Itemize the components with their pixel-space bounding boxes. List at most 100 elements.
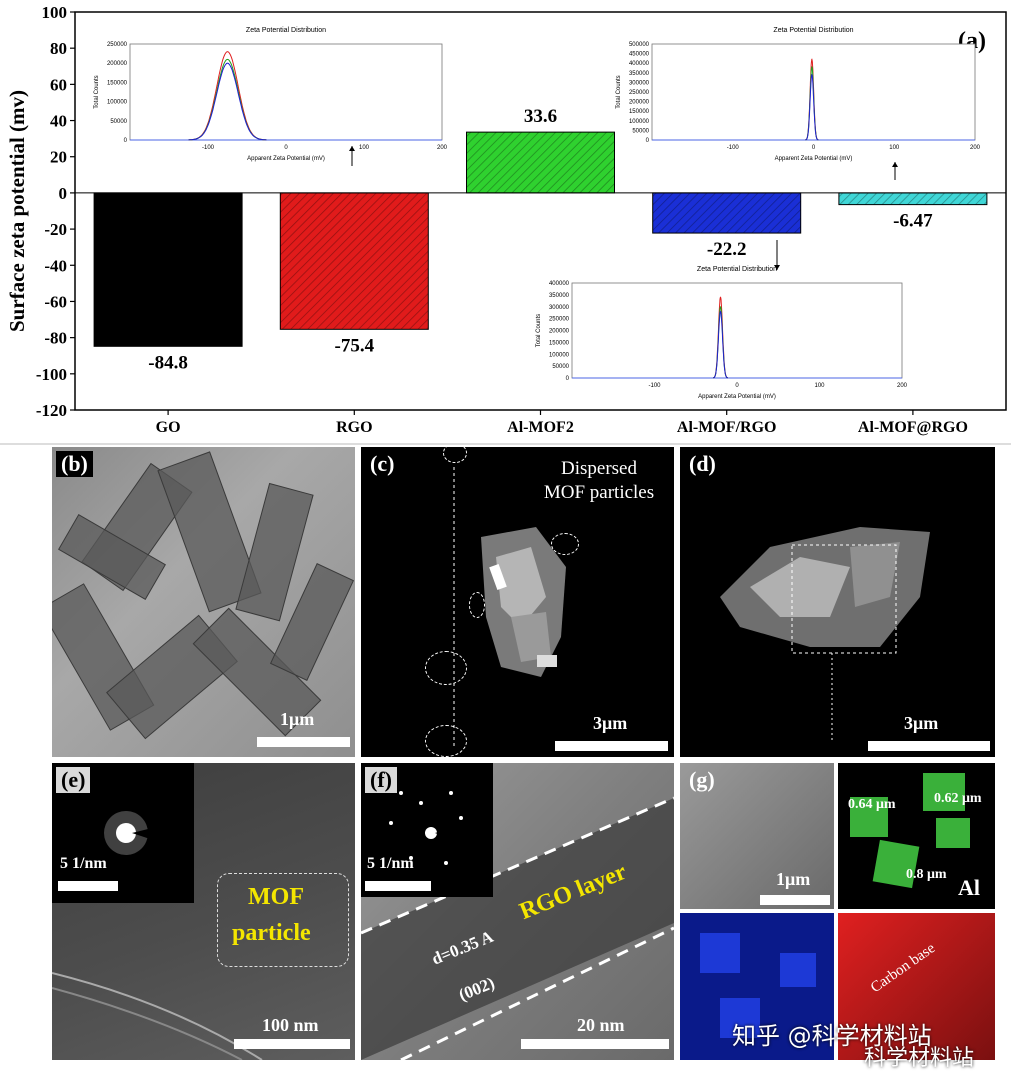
zeta-inset: Zeta Potential Distribution Apparent Zeta…: [536, 240, 908, 400]
inset-x-tick-label: 200: [437, 145, 448, 151]
inset-y-tick-label: 0: [646, 138, 650, 144]
zeta-inset: Zeta Potential Distribution Apparent Zeta…: [616, 27, 981, 180]
inset-y-tick-label: 150000: [629, 109, 650, 115]
width-label: 0.64 μm: [848, 797, 896, 812]
bar-hatch: [280, 192, 429, 330]
scale-bar: [521, 1039, 669, 1049]
c-map: Carbon base: [838, 913, 995, 1060]
inset-y-tick-label: 100000: [629, 119, 650, 125]
inset-x-title: Apparent Zeta Potential (mV): [698, 394, 776, 400]
y-tick-label: 80: [50, 39, 67, 58]
panel-g-label: (g): [689, 767, 715, 792]
inset-y-tick-label: 150000: [107, 80, 128, 86]
scale-bar: [555, 741, 668, 751]
width-label: 0.62 μm: [934, 791, 982, 806]
panel-g: 1μm 0.64 μm 0.62 μm 0.8 μm Al Carbon bas…: [680, 763, 995, 1060]
inset-y-tick-label: 350000: [549, 293, 570, 299]
particle-marker: [425, 725, 467, 757]
panel-f: 5 1/nm RGO layer d=0.35 A (002) (f) 20 n…: [361, 763, 674, 1060]
panel-b-label: (b): [56, 451, 93, 477]
panel-b: (b) 1μm: [52, 447, 355, 757]
inset-y-tick-label: 200000: [549, 329, 570, 335]
y-axis-title: Surface zeta potential (mv): [5, 90, 29, 332]
x-tick-label: Al-MOF@RGO: [858, 419, 968, 436]
scale-bar: [257, 737, 350, 747]
y-tick-label: 60: [50, 75, 67, 94]
scale-label: 100 nm: [262, 1015, 319, 1035]
inset-series: [805, 73, 819, 141]
tem-rods: [52, 451, 355, 740]
inset-x-tick-label: -100: [648, 383, 661, 389]
y-tick-label: -80: [44, 329, 67, 348]
value-label: 33.6: [524, 106, 557, 127]
inset-y-tick-label: 250000: [107, 42, 128, 48]
dispersed-note: Dispersed MOF particles: [529, 457, 669, 505]
inset-y-tick-label: 50000: [552, 364, 569, 370]
width-label: 0.8 μm: [906, 867, 947, 882]
inset-y-tick-label: 250000: [549, 317, 570, 323]
panel-e: 5 1/nm MOF particle (e) 100 nm: [52, 763, 355, 1060]
y-tick-label: -100: [36, 365, 67, 384]
inset-x-tick-label: 100: [359, 145, 370, 151]
inset-y-tick-label: 0: [566, 376, 570, 382]
inset-y-tick-label: 450000: [629, 52, 650, 58]
inset-x-tick-label: 0: [284, 145, 288, 151]
y-tick-label: 100: [42, 3, 68, 22]
inset-y-tick-label: 500000: [629, 42, 650, 48]
inset-title: Zeta Potential Distribution: [773, 27, 853, 34]
scale-bar: [58, 881, 118, 891]
inset-y-tick-label: 350000: [629, 71, 650, 77]
watermark: 知乎 @科学材料站: [732, 1022, 932, 1050]
o-particles: [700, 933, 816, 1038]
panel-c: (c) Dispersed MOF particles 3μm: [361, 447, 674, 757]
x-tick-label: GO: [156, 419, 181, 436]
scale-label: 3μm: [904, 713, 939, 733]
arrow-head: [774, 265, 780, 270]
particle-marker: [469, 592, 485, 618]
inset-y-tick-label: 400000: [549, 281, 570, 287]
mof-label: particle: [232, 920, 311, 946]
al-particles: [850, 773, 970, 889]
inset-x-title: Apparent Zeta Potential (mV): [247, 156, 325, 162]
y-tick-label: -120: [36, 401, 67, 420]
particle-marker: [425, 651, 467, 685]
inset-x-tick-label: 0: [735, 383, 739, 389]
bar-hatch: [838, 192, 987, 205]
diffraction-pattern: [104, 811, 192, 855]
lattice-band: [361, 796, 674, 1060]
scale-label: 1μm: [776, 869, 811, 889]
note-line: Dispersed: [561, 458, 637, 479]
scale-bar: [868, 741, 990, 751]
y-tick-label: 40: [50, 112, 67, 131]
y-tick-label: 0: [59, 184, 68, 203]
inset-frame: [571, 282, 903, 379]
zeta-bar-chart: -120 -100 -80 -60 -40 -20 0 20 40 60 80 100 Surface …: [0, 3, 1011, 445]
value-label: -75.4: [335, 335, 375, 356]
inset-y-tick-label: 200000: [107, 61, 128, 67]
inset-x-tick-label: 100: [889, 145, 900, 151]
panel-d: (d) 3μm: [680, 447, 995, 757]
value-label: -84.8: [148, 352, 188, 373]
inset-title: Zeta Potential Distribution: [697, 266, 777, 273]
o-map: [680, 913, 834, 1060]
value-label: -6.47: [893, 211, 933, 232]
inset-series: [712, 310, 729, 379]
inset-scale-label: 5 1/nm: [60, 855, 107, 872]
inset-y-tick-label: 400000: [629, 61, 650, 67]
bar-hatch: [652, 192, 801, 234]
inset-x-tick-label: 200: [897, 383, 908, 389]
inset-y-tick-label: 50000: [632, 128, 649, 134]
panel-f-label: (f): [365, 767, 397, 793]
panel-c-label: (c): [365, 451, 400, 477]
inset-y-title: Total Counts: [616, 75, 622, 108]
value-label: -22.2: [707, 239, 747, 260]
scale-bar: [760, 895, 830, 905]
sem-map: 1μm: [680, 763, 834, 909]
inset-y-tick-label: 300000: [629, 80, 650, 86]
inset-frame: [129, 43, 443, 141]
element-label: Al: [958, 875, 980, 900]
particle-marker: [443, 447, 467, 463]
inset-y-tick-label: 100000: [549, 352, 570, 358]
al-map: 0.64 μm 0.62 μm 0.8 μm Al: [838, 763, 995, 909]
